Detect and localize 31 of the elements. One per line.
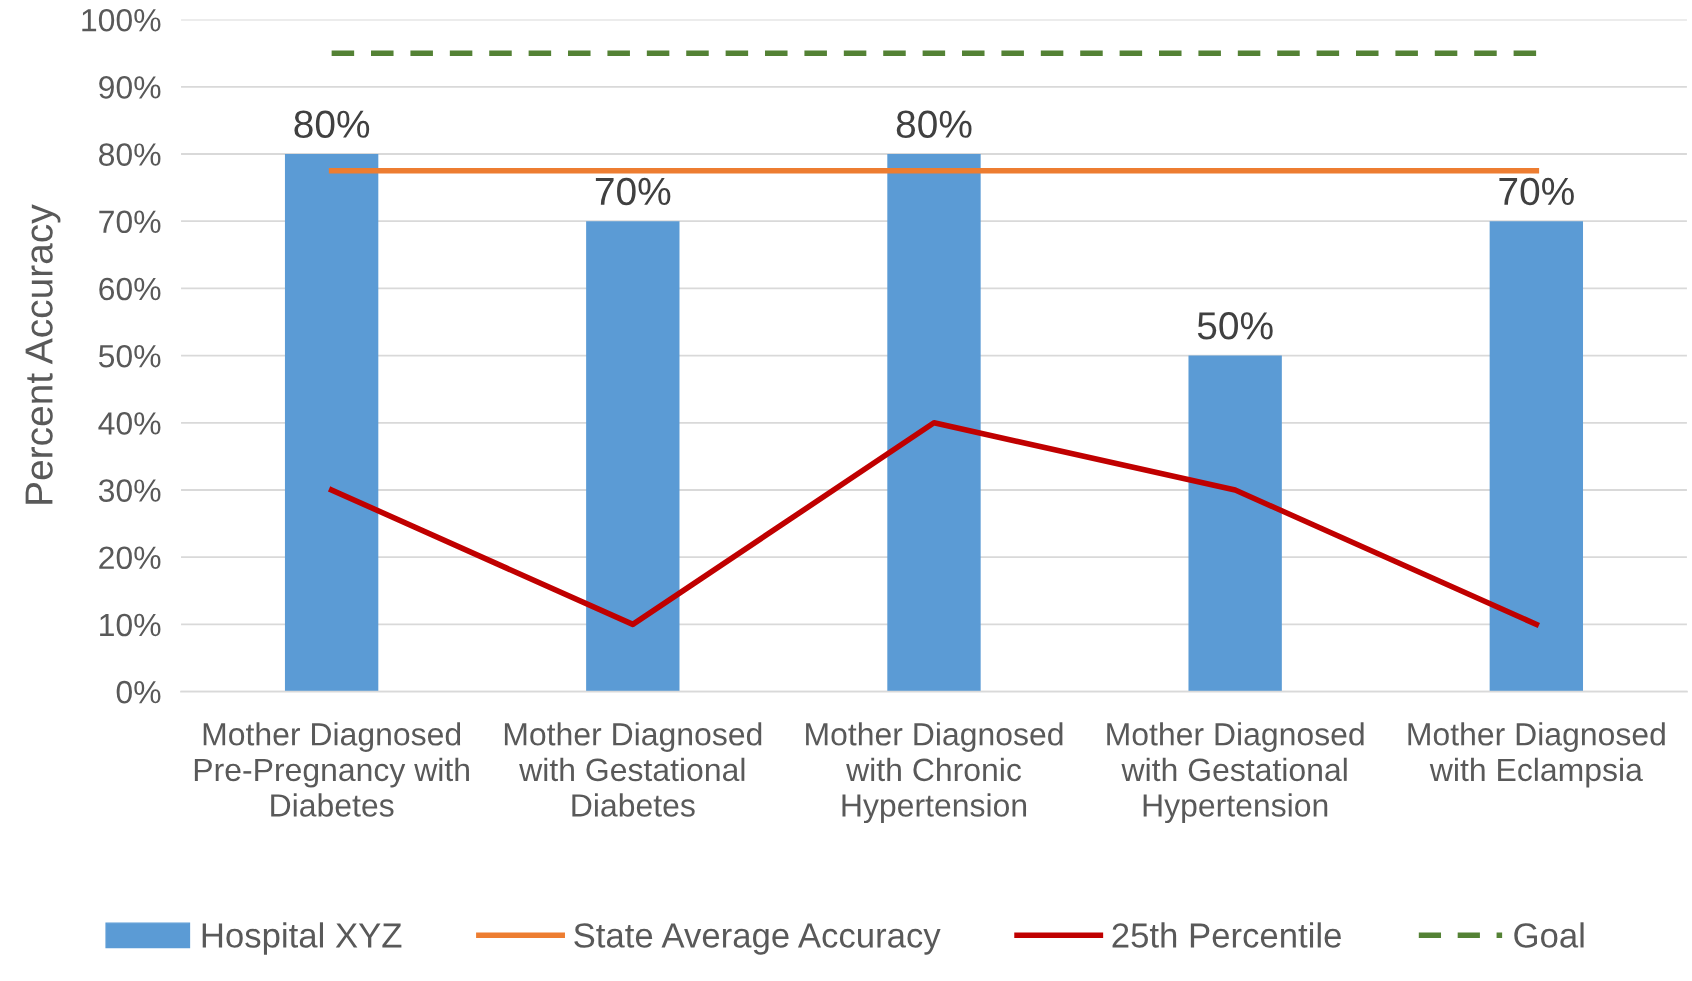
legend-label: Goal bbox=[1514, 922, 1584, 948]
bar bbox=[1489, 221, 1584, 692]
data-label: 80% bbox=[294, 110, 370, 138]
y-tick-label: 40% bbox=[98, 412, 161, 435]
y-tick-label: 10% bbox=[100, 613, 161, 637]
x-tick-label: Mother Diagnosed with Gestational Diabetes bbox=[504, 722, 762, 817]
data-label: 80% bbox=[896, 110, 972, 138]
data-label: 70% bbox=[595, 177, 671, 206]
y-tick-label: 20% bbox=[99, 546, 161, 570]
bar bbox=[586, 221, 680, 692]
x-tick-label: Mother Diagnosed Pre-Pregnancy with Diabetes bbox=[194, 722, 469, 817]
y-tick-label: 70% bbox=[99, 210, 161, 234]
data-label: 50% bbox=[1197, 312, 1273, 340]
data-label: 70% bbox=[1499, 177, 1574, 206]
y-tick-label: 60% bbox=[99, 277, 161, 301]
y-tick-label: 0% bbox=[116, 680, 161, 704]
x-tick-label: Mother Diagnosed with Gestational Hypertension bbox=[1107, 722, 1364, 824]
bar bbox=[284, 154, 379, 692]
y-tick-label: 30% bbox=[98, 479, 161, 502]
y-tick-label: 100% bbox=[82, 8, 161, 32]
legend-label: Hospital XYZ bbox=[202, 922, 402, 955]
y-axis-title: Percent Accuracy bbox=[25, 204, 61, 504]
y-tick-label: 50% bbox=[98, 344, 161, 368]
x-tick-label: Mother Diagnosed with Chronic Hypertension bbox=[806, 722, 1063, 824]
y-tick-label: 80% bbox=[99, 143, 161, 166]
bar bbox=[887, 154, 981, 692]
y-tick-label: 90% bbox=[99, 76, 161, 99]
x-tick-label: Mother Diagnosed with Eclampsia bbox=[1408, 722, 1665, 788]
bar bbox=[1188, 355, 1282, 692]
legend-label: State Average Accuracy bbox=[574, 923, 941, 955]
legend-label: 25th Percentile bbox=[1112, 922, 1341, 948]
